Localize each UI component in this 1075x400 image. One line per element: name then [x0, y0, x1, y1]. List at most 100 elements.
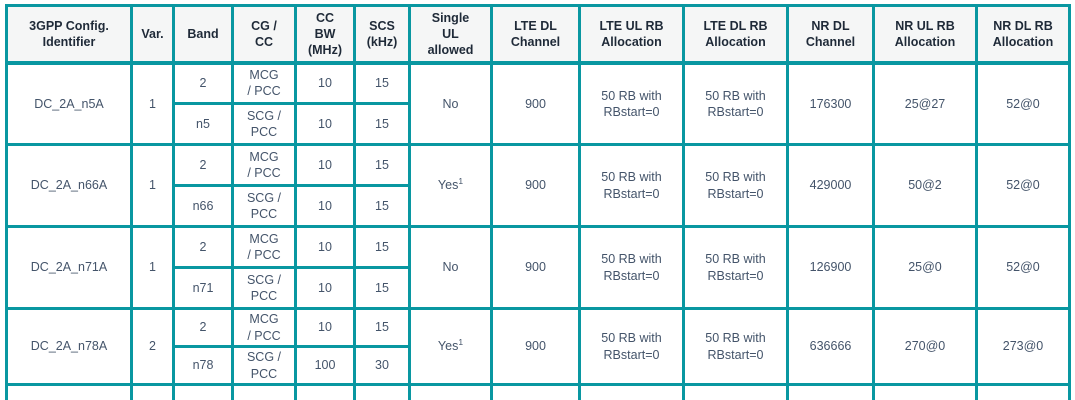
table-cell-empty — [490, 383, 581, 400]
table-row: DC_2A_n5A 1 2 MCG / PCC 10 15 No 900 50 … — [5, 61, 1071, 146]
table-cell-empty — [294, 383, 356, 400]
cc-bw-cell: 10 — [294, 266, 356, 310]
endc-config-table: 3GPP Config. Identifier Var. Band CG / C… — [5, 4, 1071, 400]
lte-dl-channel-cell: 900 — [490, 61, 581, 146]
table-row: DC_2A_n78A 2 2 MCG / PCC 10 15 Yes1 900 … — [5, 307, 1071, 386]
footnote-marker: 1 — [458, 337, 464, 348]
table-row: n5 SCG / PCC 10 15 — [7, 102, 1070, 146]
cc-bw-cell: 10 — [294, 102, 356, 146]
col-header-cc-bw: CC BW (MHz) — [294, 4, 356, 65]
single-ul-value: No — [442, 260, 459, 275]
variant-cell: 1 — [130, 143, 175, 228]
col-header-lte-ul-rb: LTE UL RB Allocation — [578, 4, 685, 65]
nr-dl-channel-cell: 429000 — [786, 143, 875, 228]
lte-ul-rb-cell: 50 RB with RBstart=0 — [578, 143, 685, 228]
scs-cell: 15 — [353, 61, 411, 105]
header-row: 3GPP Config. Identifier Var. Band CG / C… — [5, 4, 1071, 65]
cg-cc-cell: MCG / PCC — [231, 61, 297, 105]
band-cell: 2 — [172, 307, 234, 348]
nr-dl-rb-cell: 52@0 — [975, 61, 1071, 146]
nr-ul-rb-cell: 270@0 — [872, 307, 978, 386]
variant-cell: 1 — [130, 225, 175, 310]
scs-cell: 15 — [353, 307, 411, 348]
nr-dl-rb-cell: 273@0 — [975, 307, 1071, 386]
band-cell: n66 — [172, 184, 234, 228]
table-row: n71 SCG / PCC 10 15 — [7, 266, 1070, 310]
lte-dl-rb-cell: 50 RB with RBstart=0 — [682, 307, 789, 386]
band-cell: 2 — [172, 143, 234, 187]
scs-cell: 30 — [353, 345, 411, 386]
config-identifier-cell: DC_2A_n5A — [5, 61, 133, 146]
table-cell-empty — [172, 383, 234, 400]
band-cell: 2 — [172, 61, 234, 105]
table-cell-empty — [975, 383, 1071, 400]
nr-dl-channel-cell: 176300 — [786, 61, 875, 146]
config-identifier-cell: DC_2A_n66A — [5, 143, 133, 228]
table-cell-empty — [231, 383, 297, 400]
cg-cc-cell: MCG / PCC — [231, 225, 297, 269]
cc-bw-cell: 10 — [294, 184, 356, 228]
scs-cell: 15 — [353, 184, 411, 228]
single-ul-cell: Yes1 — [408, 143, 493, 228]
col-header-nr-ul-rb: NR UL RB Allocation — [872, 4, 978, 65]
cg-cc-cell: SCG / PCC — [231, 266, 297, 310]
table-cell-empty — [408, 383, 493, 400]
table-cell-empty — [5, 383, 133, 400]
col-header-config-identifier: 3GPP Config. Identifier — [5, 4, 133, 65]
lte-ul-rb-cell: 50 RB with RBstart=0 — [578, 225, 685, 310]
col-header-scs: SCS (kHz) — [353, 4, 411, 65]
cc-bw-cell: 10 — [294, 307, 356, 348]
cc-bw-cell: 10 — [294, 143, 356, 187]
col-header-single-ul: Single UL allowed — [408, 4, 493, 65]
variant-cell: 2 — [130, 307, 175, 386]
single-ul-cell: No — [408, 225, 493, 310]
cc-bw-cell: 100 — [294, 345, 356, 386]
col-header-band: Band — [172, 4, 234, 65]
cg-cc-cell: MCG / PCC — [231, 143, 297, 187]
col-header-lte-dl-channel: LTE DL Channel — [490, 4, 581, 65]
lte-dl-rb-cell: 50 RB with RBstart=0 — [682, 225, 789, 310]
config-identifier-cell: DC_2A_n78A — [5, 307, 133, 386]
scs-cell: 15 — [353, 143, 411, 187]
lte-dl-channel-cell: 900 — [490, 225, 581, 310]
table-cell-empty — [130, 383, 175, 400]
col-header-lte-dl-rb: LTE DL RB Allocation — [682, 4, 789, 65]
lte-ul-rb-cell: 50 RB with RBstart=0 — [578, 61, 685, 146]
cc-bw-cell: 10 — [294, 225, 356, 269]
band-cell: n5 — [172, 102, 234, 146]
band-cell: n71 — [172, 266, 234, 310]
table-cell-empty — [353, 383, 411, 400]
cc-bw-cell: 10 — [294, 61, 356, 105]
cg-cc-cell: SCG / PCC — [231, 102, 297, 146]
table-cell-empty — [786, 383, 875, 400]
table-row-partial — [5, 383, 1071, 400]
cg-cc-cell: SCG / PCC — [231, 345, 297, 386]
footnote-marker: 1 — [458, 176, 464, 187]
nr-dl-rb-cell: 52@0 — [975, 225, 1071, 310]
col-header-nr-dl-rb: NR DL RB Allocation — [975, 4, 1071, 65]
table-row: DC_2A_n66A 1 2 MCG / PCC 10 15 Yes1 900 … — [5, 143, 1071, 228]
single-ul-value: No — [442, 96, 459, 111]
table-row: n66 SCG / PCC 10 15 — [7, 184, 1070, 228]
lte-ul-rb-cell: 50 RB with RBstart=0 — [578, 307, 685, 386]
scs-cell: 15 — [353, 266, 411, 310]
scs-cell: 15 — [353, 102, 411, 146]
table-row: n78 SCG / PCC 100 30 — [7, 345, 1070, 386]
table-cell-empty — [682, 383, 789, 400]
lte-dl-rb-cell: 50 RB with RBstart=0 — [682, 61, 789, 146]
config-identifier-cell: DC_2A_n71A — [5, 225, 133, 310]
nr-dl-channel-cell: 126900 — [786, 225, 875, 310]
lte-dl-channel-cell: 900 — [490, 307, 581, 386]
nr-ul-rb-cell: 50@2 — [872, 143, 978, 228]
col-header-cg-cc: CG / CC — [231, 4, 297, 65]
single-ul-cell: No — [408, 61, 493, 146]
nr-dl-rb-cell: 52@0 — [975, 143, 1071, 228]
scs-cell: 15 — [353, 225, 411, 269]
single-ul-value: Yes — [437, 339, 459, 354]
single-ul-value: Yes — [437, 178, 459, 193]
band-cell: 2 — [172, 225, 234, 269]
variant-cell: 1 — [130, 61, 175, 146]
nr-ul-rb-cell: 25@0 — [872, 225, 978, 310]
single-ul-cell: Yes1 — [408, 307, 493, 386]
